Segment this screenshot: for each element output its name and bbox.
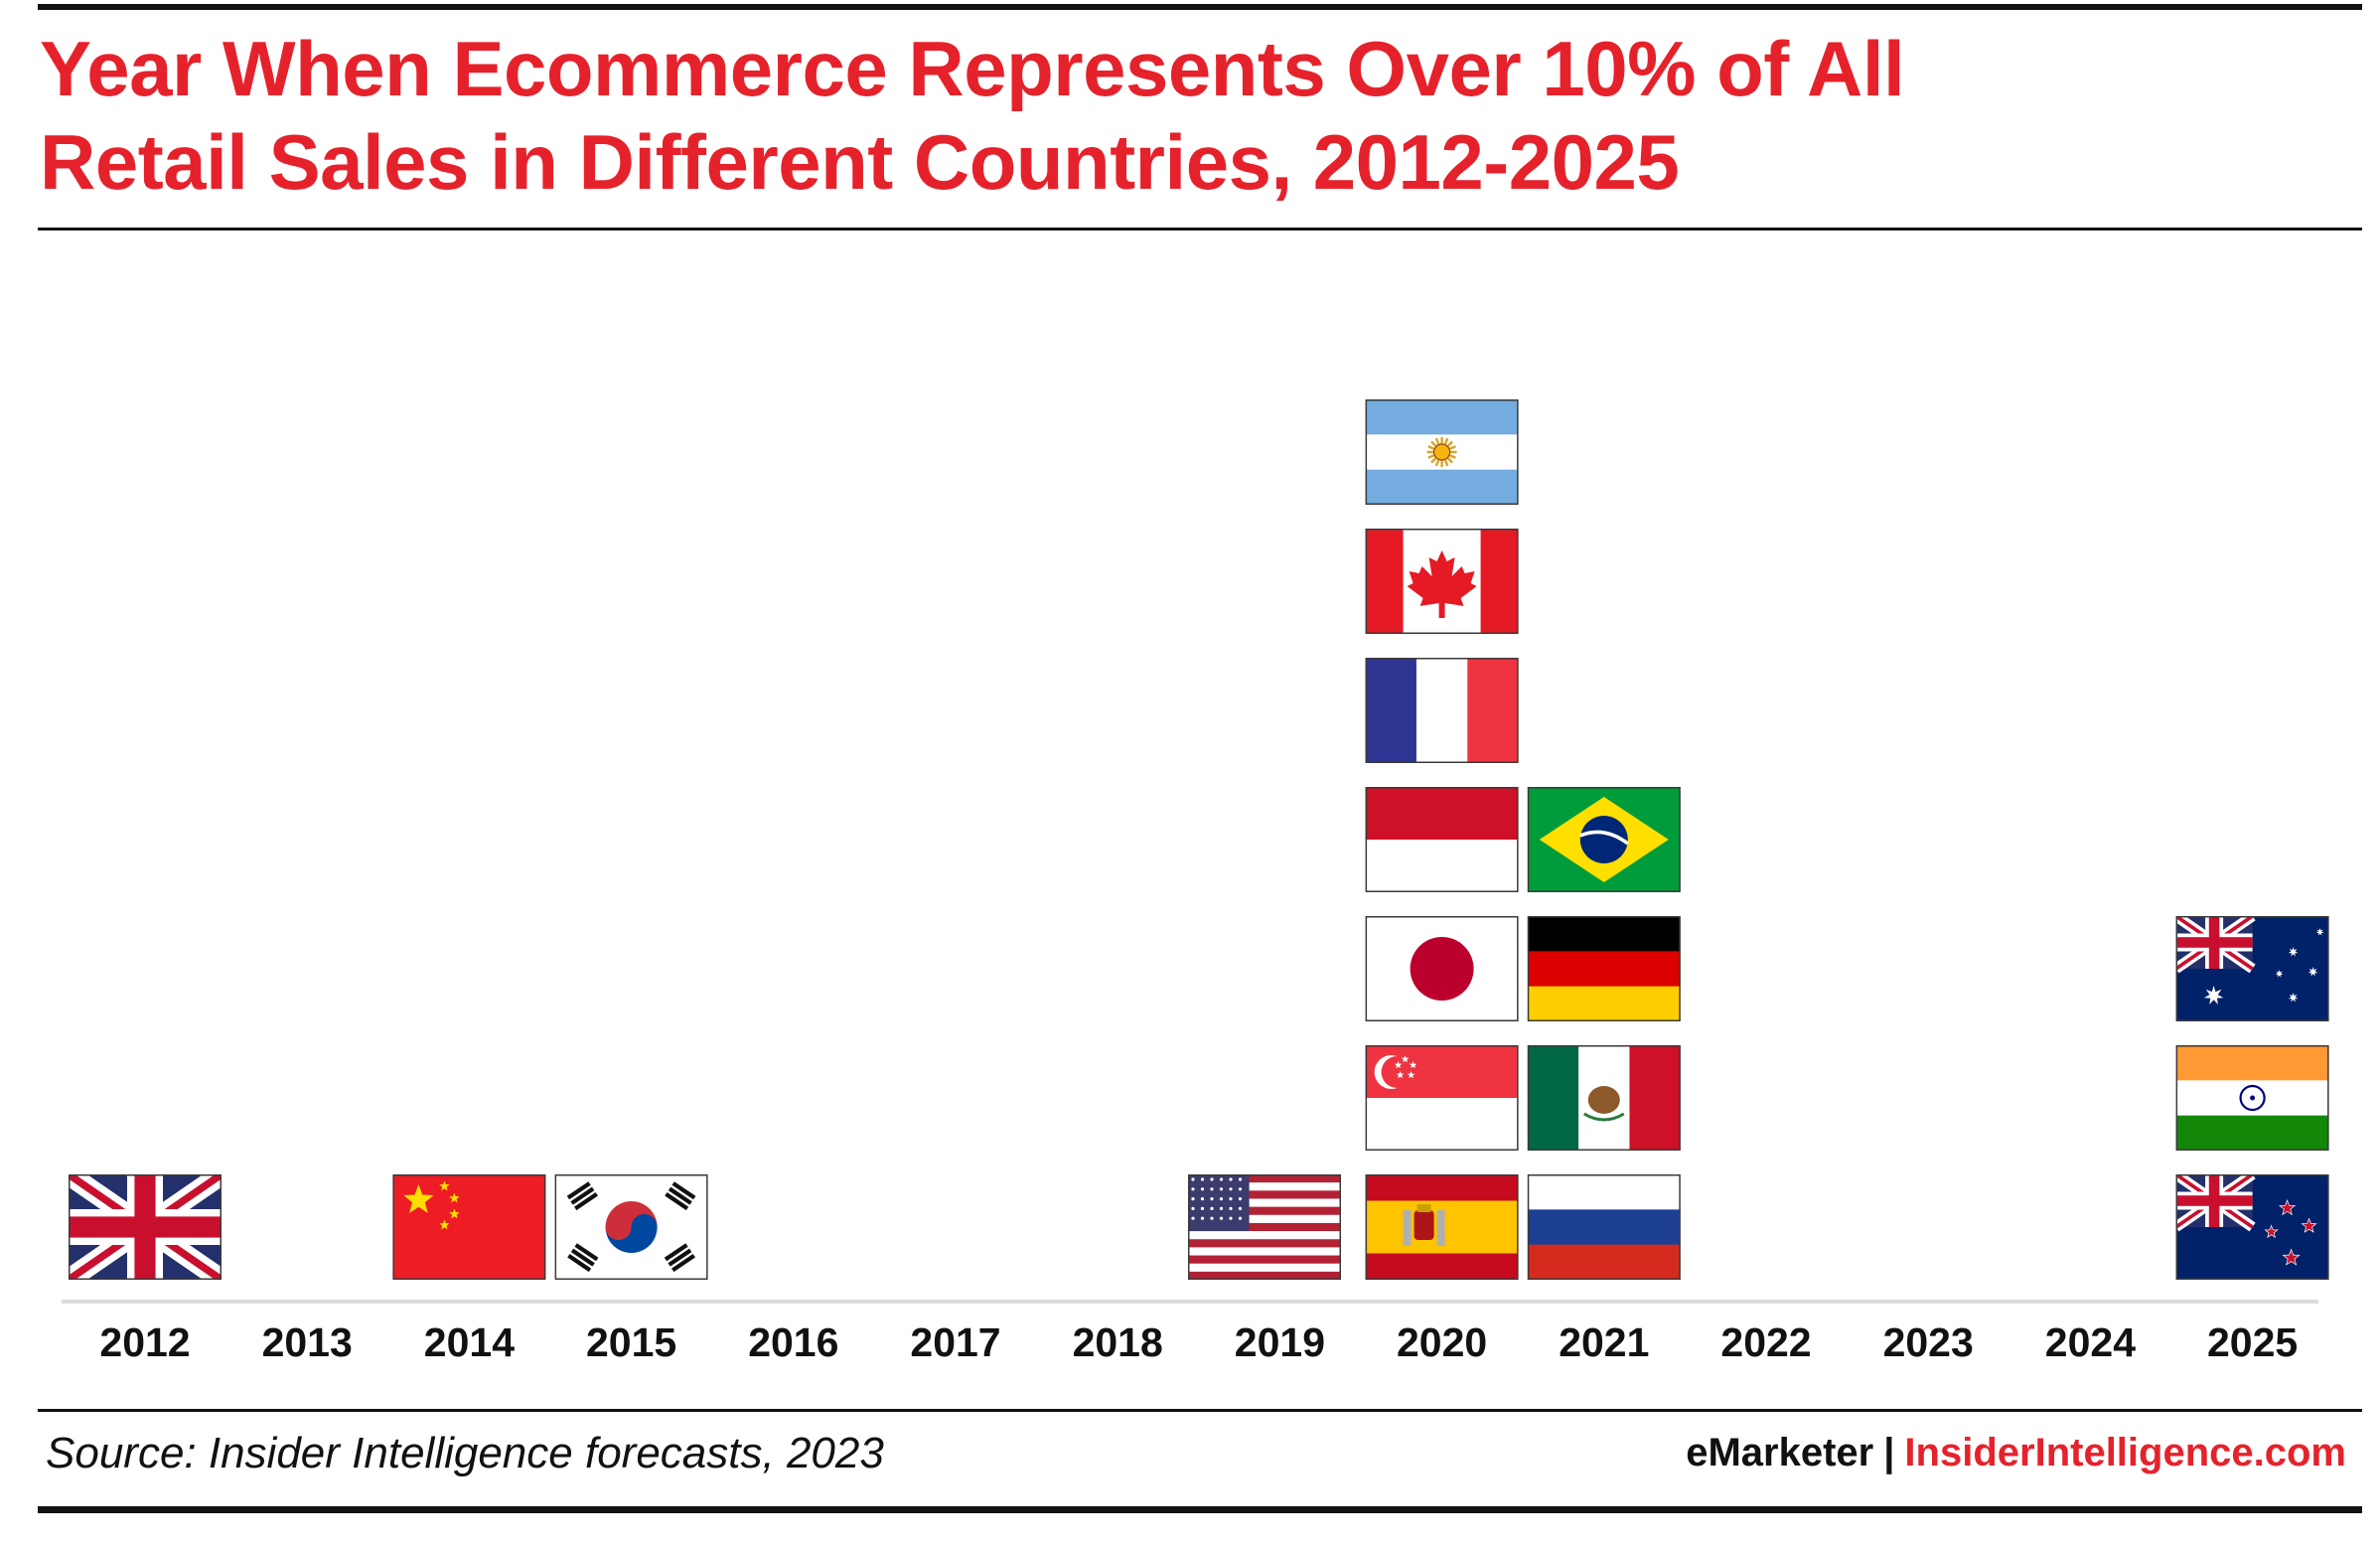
chart-title-line-2: Retail Sales in Different Countries, 201… xyxy=(40,118,1680,206)
x-tick-label-2024: 2024 xyxy=(2044,1319,2136,1365)
title-rule xyxy=(38,228,2362,231)
x-axis-baseline xyxy=(62,1300,2318,1304)
japan-flag-2020 xyxy=(1365,916,1519,1021)
spain-flag-2020 xyxy=(1365,1174,1519,1280)
x-tick-label-2025: 2025 xyxy=(2206,1319,2299,1365)
x-tick-label-2017: 2017 xyxy=(910,1319,1001,1365)
x-tick-label-2022: 2022 xyxy=(1720,1319,1812,1365)
plot-area xyxy=(0,238,2380,1371)
germany-flag-2021 xyxy=(1527,916,1681,1021)
india-flag-2025 xyxy=(2175,1045,2329,1151)
canada-flag-2020 xyxy=(1365,529,1519,634)
chart-title: Year When Ecommerce Represents Over 10% … xyxy=(40,22,2344,209)
bottom-rule xyxy=(38,1506,2362,1513)
brazil-flag-2021 xyxy=(1527,787,1681,892)
x-tick-label-2016: 2016 xyxy=(748,1319,839,1365)
uk-flag-2012 xyxy=(69,1174,222,1280)
south-korea-flag-2015 xyxy=(554,1174,708,1280)
argentina-flag-2020 xyxy=(1365,399,1519,505)
australia-flag-2025 xyxy=(2175,916,2329,1021)
source-note: Source: Insider Intelligence forecasts, … xyxy=(46,1429,884,1477)
chart-title-line-1: Year When Ecommerce Represents Over 10% … xyxy=(40,25,1905,112)
x-tick-label-2018: 2018 xyxy=(1072,1319,1163,1365)
russia-flag-2021 xyxy=(1527,1174,1681,1280)
brand-insider-intelligence: InsiderIntelligence.com xyxy=(1904,1431,2346,1474)
brand-separator: | xyxy=(1883,1431,1895,1474)
x-axis-year-labels: 2012 2013 2014 2015 2016 2017 2018 2019 2020 2021… xyxy=(0,1319,2380,1379)
flag-pictogram xyxy=(69,399,2329,1280)
mexico-flag-2021 xyxy=(1527,1045,1681,1151)
china-flag-2014 xyxy=(392,1174,546,1280)
x-tick-label-2012: 2012 xyxy=(99,1319,191,1365)
france-flag-2020 xyxy=(1365,658,1519,763)
usa-flag-2019 xyxy=(1188,1174,1341,1280)
x-tick-label-2019: 2019 xyxy=(1234,1319,1325,1365)
brand-credit: eMarketer | InsiderIntelligence.com xyxy=(1686,1431,2346,1475)
singapore-flag-2020 xyxy=(1365,1045,1519,1151)
x-tick-label-2021: 2021 xyxy=(1559,1319,1650,1365)
x-tick-label-2013: 2013 xyxy=(261,1319,353,1365)
new-zealand-flag-2025 xyxy=(2175,1174,2329,1280)
indonesia-flag-2020 xyxy=(1365,787,1519,892)
x-tick-label-2020: 2020 xyxy=(1396,1319,1488,1365)
x-tick-label-2014: 2014 xyxy=(423,1319,515,1365)
x-tick-label-2015: 2015 xyxy=(585,1319,677,1365)
footer-rule xyxy=(38,1409,2362,1412)
top-rule xyxy=(38,4,2362,10)
brand-emarketer: eMarketer xyxy=(1686,1431,1874,1474)
x-tick-label-2023: 2023 xyxy=(1882,1319,1974,1365)
